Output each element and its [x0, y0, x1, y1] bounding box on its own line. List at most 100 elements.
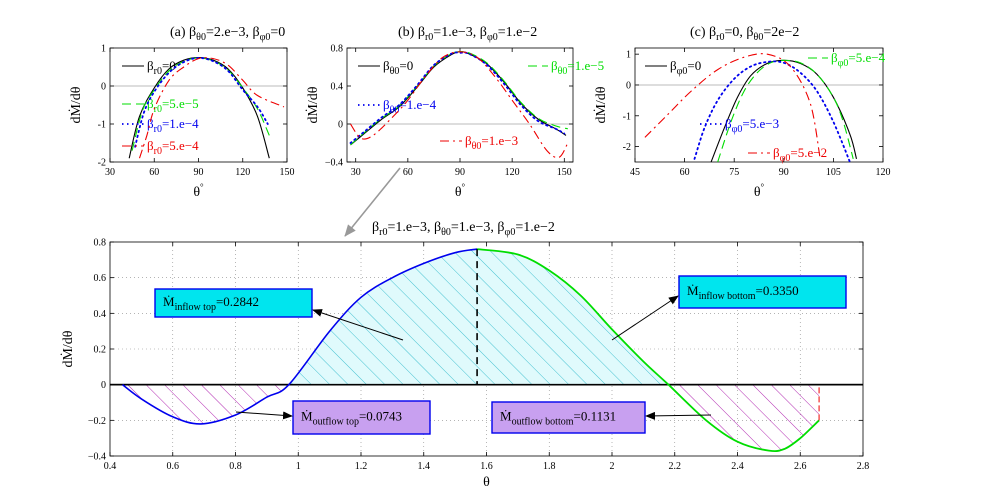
panel-b: 30 60 90 120 150 0.8 0.4 0 −0.4 (b) βr0=1.e−3, βφ… [305, 25, 604, 200]
series-b-3 [350, 51, 569, 159]
annotation-arrow [312, 309, 404, 341]
annotation-box [491, 401, 646, 434]
x-tick-label: 1 [296, 461, 301, 472]
y-tick-label: 0 [101, 82, 106, 93]
x-tick-label: 1.8 [543, 461, 556, 472]
x-tick-label: 120 [505, 167, 520, 178]
annotation-label: Ṁoutflow top=0.0743 [301, 409, 402, 428]
annotation-box [678, 275, 847, 309]
plot-frame-b [346, 47, 574, 163]
x-tick-label: 2.8 [857, 461, 870, 472]
title-c: (c) βr0=0, βθ0=2e−2 [690, 25, 799, 43]
plot-frame-c [634, 47, 884, 163]
series-c-3 [644, 53, 821, 159]
x-tick-label: 2.2 [669, 461, 682, 472]
x-tick-label: 2.4 [731, 461, 744, 472]
x-tick-label: 30 [351, 167, 361, 178]
legend-label: βθ0=1.e−3 [465, 133, 518, 152]
y-tick-label: 0.4 [331, 82, 344, 93]
zoom-arrow [344, 167, 401, 237]
y-tick-label: 0.2 [94, 345, 107, 356]
legend-label: βr0=5.e−4 [147, 138, 199, 157]
panel-c: 45 60 75 90 105 120 1 0 -1 -2 (c) βr0=0, βθ0=2e−2 θ… [593, 25, 891, 200]
panel-a: 30 60 90 120 150 1 0 -1 -2 (a) βθ0=2.e−3, βφ0=0 θ°… [68, 25, 295, 200]
y-tick-label: 0 [338, 120, 343, 131]
annotation-inflow_top: Ṁinflow top=0.2842 [154, 288, 404, 341]
y-tick-label: 0.6 [94, 273, 107, 284]
series-a-2 [134, 56, 269, 148]
annotation-arrow [235, 411, 293, 420]
annotation-box [292, 400, 431, 435]
x-axis-label-b: θ° [455, 182, 466, 200]
series-c-0 [710, 59, 858, 162]
y-axis-label-b: dṀ/dθ [305, 86, 321, 123]
y-tick-label: -1 [98, 120, 106, 131]
curve-bottom-hemisphere [476, 248, 820, 453]
x-tick-label: 150 [557, 167, 572, 178]
series-a-3 [138, 57, 285, 159]
series-c-2 [693, 60, 851, 162]
legend-label: βr0=1.e−4 [147, 116, 199, 135]
x-tick-label: 0.6 [167, 461, 180, 472]
series-a-1 [131, 57, 270, 151]
legend-label: βφ0=5.e−4 [831, 50, 886, 69]
y-axis-label-a: dṀ/dθ [68, 86, 84, 123]
x-tick-label: 75 [729, 167, 739, 178]
y-tick-label: −0.4 [88, 452, 106, 463]
x-tick-label: 0.4 [104, 461, 117, 472]
title-a: (a) βθ0=2.e−3, βφ0=0 [170, 25, 285, 43]
y-tick-label: 0.8 [331, 44, 344, 55]
legend-label: βθ0=0 [383, 58, 413, 77]
series-c-1 [717, 59, 854, 162]
annotation-inflow_bottom: Ṁinflow bottom=0.3350 [611, 275, 847, 341]
annotation-box [154, 288, 313, 318]
x-tick-label: 60 [680, 167, 690, 178]
x-tick-label: 0.8 [229, 461, 242, 472]
x-tick-label: 60 [403, 167, 413, 178]
x-tick-label: 150 [280, 167, 295, 178]
y-tick-label: −0.2 [88, 416, 106, 427]
x-tick-label: 2 [610, 461, 615, 472]
annotation-arrow [645, 411, 712, 420]
curve-top-hemisphere [122, 248, 478, 425]
outflow-area-hatch [122, 384, 820, 452]
annotation-label: Ṁinflow bottom=0.3350 [687, 283, 799, 302]
y-tick-label: 0.8 [94, 238, 107, 249]
annotation-label: Ṁinflow top=0.2842 [163, 294, 259, 313]
legend-label: βθ0=1.e−4 [383, 97, 437, 116]
x-tick-label: 2.6 [794, 461, 807, 472]
x-axis-label-c: θ° [754, 182, 765, 200]
x-axis-label-a: θ° [193, 182, 204, 200]
x-tick-label: 105 [826, 167, 841, 178]
legend-label: βφ0=5.e−2 [773, 145, 827, 164]
x-tick-label: 120 [235, 167, 250, 178]
x-axis-label-main: θ [483, 475, 490, 490]
x-tick-label: 1.4 [418, 461, 431, 472]
annotation-outflow_top: Ṁoutflow top=0.0743 [235, 400, 431, 435]
legend-label: βr0=0 [147, 58, 176, 77]
panel-main: 0.4 0.6 0.8 1 1.2 1.4 1.6 1.8 2 2.2 2.4 2.6 2.8 0.8 0.… [60, 220, 869, 490]
y-tick-label: -2 [98, 158, 106, 169]
x-tick-label: 90 [779, 167, 789, 178]
legend-label: βr0=5.e−5 [147, 96, 199, 115]
y-tick-label: 1 [101, 44, 106, 55]
y-tick-label: −0.4 [325, 158, 343, 169]
y-axis-label-c: dṀ/dθ [593, 86, 609, 123]
x-tick-label: 45 [630, 167, 640, 178]
legend-label: βθ0=1.e−5 [551, 58, 604, 77]
x-tick-label: 90 [194, 167, 204, 178]
title-main: βr0=1.e−3, βθ0=1.e−3, βφ0=1.e−2 [372, 220, 555, 238]
y-tick-label: 0 [626, 80, 631, 91]
x-tick-label: 1.2 [355, 461, 368, 472]
title-b: (b) βr0=1.e−3, βφ0=1.e−2 [398, 25, 537, 43]
y-tick-label: -1 [623, 111, 631, 122]
legend-label: βφ0=0 [670, 58, 701, 77]
x-tick-label: 60 [149, 167, 159, 178]
x-tick-label: 1.6 [480, 461, 493, 472]
series-b-2 [349, 51, 566, 144]
y-tick-label: 0 [101, 380, 106, 391]
annotation-outflow_bottom: Ṁoutflow bottom=0.1131 [491, 401, 712, 434]
y-axis-label-main: dṀ/dθ [60, 330, 76, 367]
annotation-label: Ṁoutflow bottom=0.1131 [500, 409, 616, 428]
